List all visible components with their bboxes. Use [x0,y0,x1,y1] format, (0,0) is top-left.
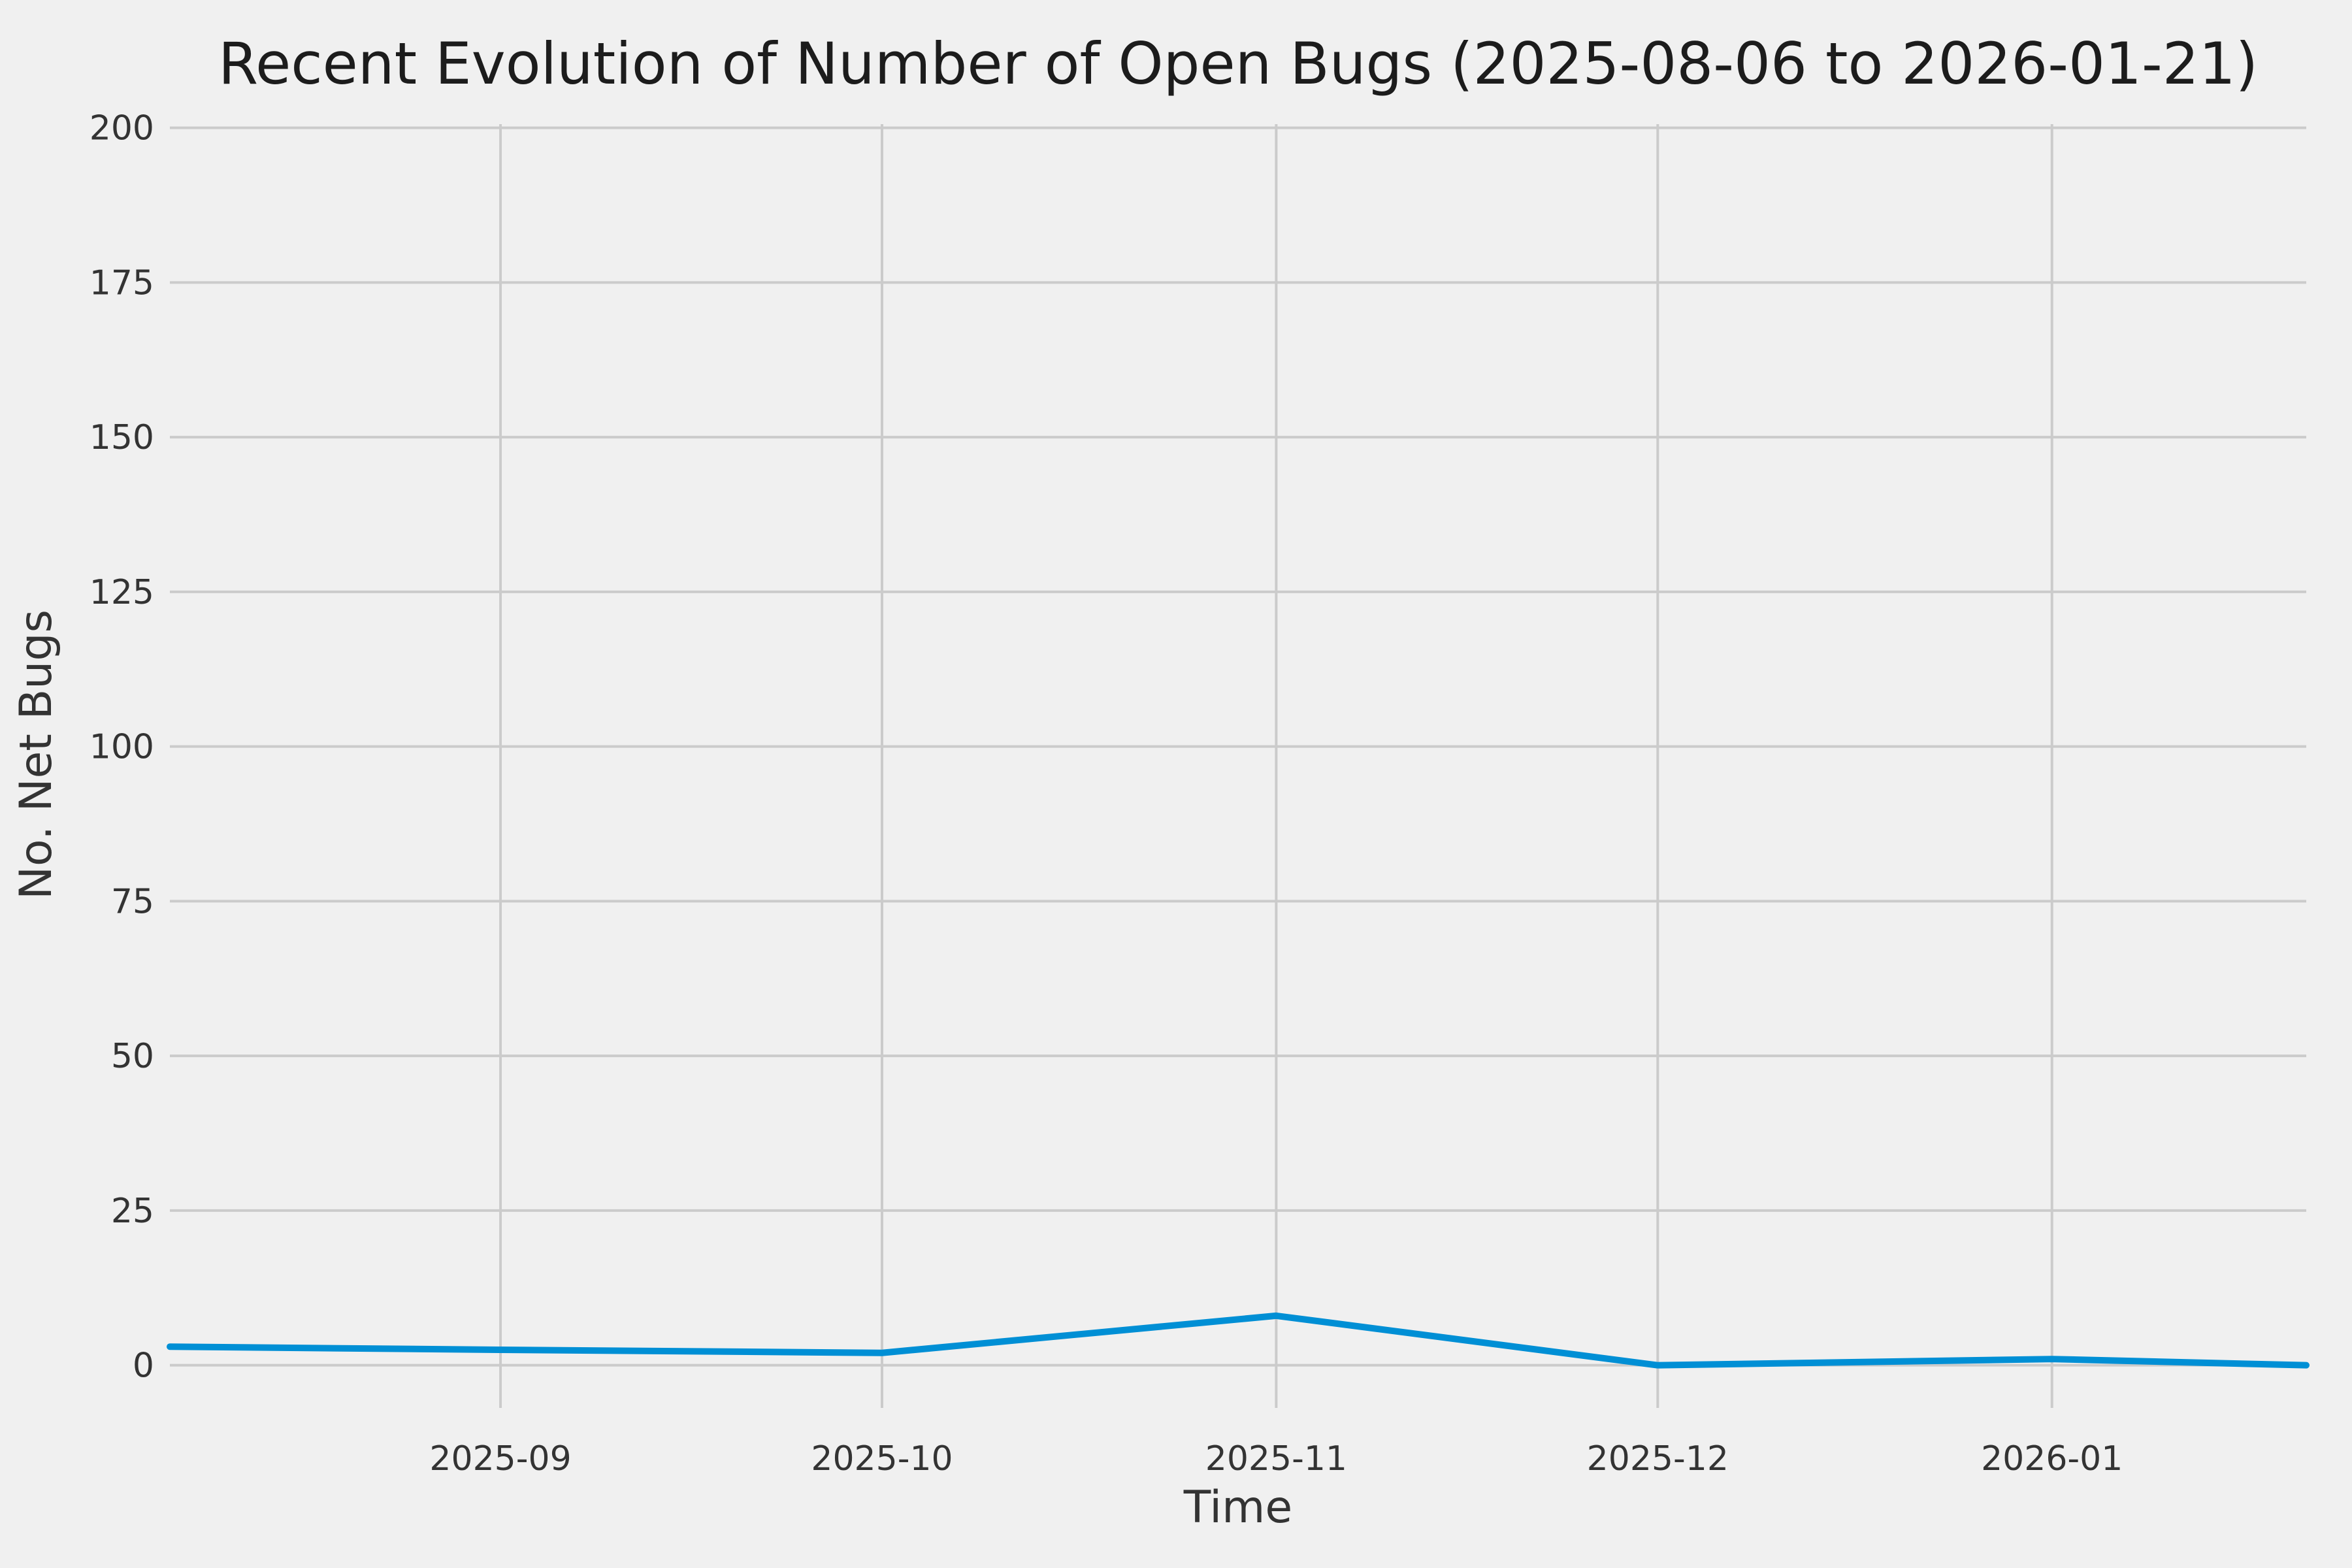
axis-ticks: 0 25 50 75 100 125 150 175 200 2025-09 2025-10 2025… [90,109,2123,1478]
y-tick-label: 175 [90,263,154,302]
y-tick-label: 100 [90,728,154,767]
y-tick-label: 150 [90,418,154,457]
grid-lines [170,124,2306,1408]
chart-title: Recent Evolution of Number of Open Bugs … [218,30,2258,97]
x-tick-label: 2025-09 [429,1439,571,1478]
data-line [167,1312,2310,1369]
series-open-bugs [167,1312,2310,1369]
y-tick-label: 0 [133,1347,154,1386]
x-tick-label: 2025-12 [1587,1439,1729,1478]
y-tick-label: 125 [90,573,154,612]
y-tick-label: 75 [111,882,154,921]
y-tick-label: 200 [90,109,154,148]
y-axis-label: No. Net Bugs [10,610,62,900]
x-tick-label: 2026-01 [1981,1439,2123,1478]
x-tick-label: 2025-11 [1205,1439,1347,1478]
x-axis-label: Time [1183,1482,1292,1533]
x-tick-label: 2025-10 [811,1439,953,1478]
y-tick-label: 25 [111,1192,154,1231]
y-tick-label: 50 [111,1037,154,1076]
